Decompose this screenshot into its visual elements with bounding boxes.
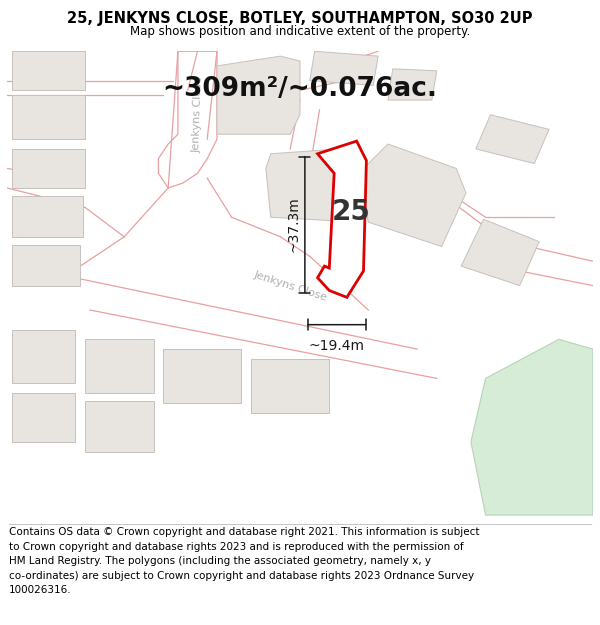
Polygon shape xyxy=(158,51,217,188)
Polygon shape xyxy=(388,69,437,100)
Polygon shape xyxy=(85,401,154,452)
Text: Jenkyns Close: Jenkyns Close xyxy=(252,269,328,302)
Polygon shape xyxy=(12,51,85,90)
Text: ~37.3m: ~37.3m xyxy=(286,197,300,252)
Text: Map shows position and indicative extent of the property.: Map shows position and indicative extent… xyxy=(130,26,470,39)
Polygon shape xyxy=(12,95,85,139)
Polygon shape xyxy=(163,349,241,403)
Polygon shape xyxy=(12,393,76,442)
Text: Contains OS data © Crown copyright and database right 2021. This information is : Contains OS data © Crown copyright and d… xyxy=(9,528,479,595)
Text: Jenkyns Close: Jenkyns Close xyxy=(191,76,204,153)
Polygon shape xyxy=(359,144,466,246)
Text: ~19.4m: ~19.4m xyxy=(308,339,365,353)
Polygon shape xyxy=(12,244,80,286)
Text: 25, JENKYNS CLOSE, BOTLEY, SOUTHAMPTON, SO30 2UP: 25, JENKYNS CLOSE, BOTLEY, SOUTHAMPTON, … xyxy=(67,11,533,26)
Polygon shape xyxy=(310,51,378,86)
Polygon shape xyxy=(12,196,83,237)
Polygon shape xyxy=(85,339,154,393)
Polygon shape xyxy=(217,56,300,134)
Polygon shape xyxy=(12,149,85,188)
Text: ~309m²/~0.076ac.: ~309m²/~0.076ac. xyxy=(163,76,437,102)
Polygon shape xyxy=(461,219,539,286)
Polygon shape xyxy=(251,359,329,413)
Polygon shape xyxy=(476,115,549,164)
Polygon shape xyxy=(471,339,593,515)
Polygon shape xyxy=(12,329,76,383)
Text: 25: 25 xyxy=(331,198,370,226)
Polygon shape xyxy=(266,149,364,222)
Polygon shape xyxy=(317,141,367,298)
